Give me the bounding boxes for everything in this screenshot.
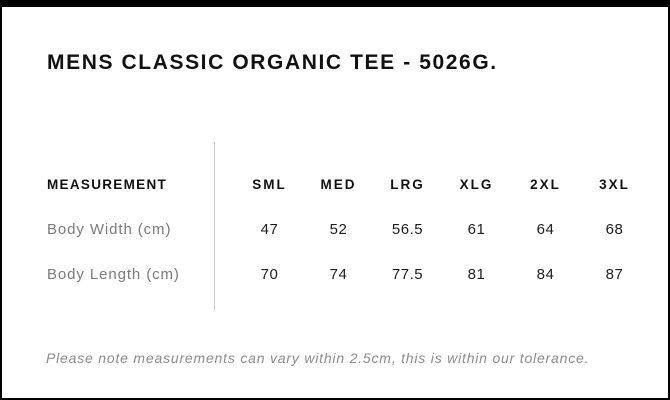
body-width-xlg: 61 [467,221,486,238]
column-header-2xl: 2XL [530,177,561,192]
table-vertical-divider [214,142,215,310]
body-length-med: 74 [329,266,348,283]
tolerance-note: Please note measurements can vary within… [46,350,590,366]
column-header-lrg: LRG [390,177,425,192]
row-label-body-width: Body Width (cm) [47,221,172,238]
body-width-3xl: 68 [605,221,624,238]
column-header-measurement: MEASUREMENT [47,177,168,192]
page-title: MENS CLASSIC ORGANIC TEE - 5026G. [47,51,498,74]
body-length-sml: 70 [260,266,279,283]
body-width-med: 52 [329,221,348,238]
column-header-3xl: 3XL [599,177,630,192]
body-width-lrg: 56.5 [391,221,424,238]
row-label-body-length: Body Length (cm) [47,266,180,283]
body-length-2xl: 84 [536,266,555,283]
size-chart-table: MEASUREMENT SML MED LRG XLG 2XL 3XL Body… [47,162,649,297]
column-header-xlg: XLG [459,177,494,192]
body-width-sml: 47 [260,221,279,238]
body-width-2xl: 64 [536,221,555,238]
body-length-3xl: 87 [605,266,624,283]
column-header-med: MED [320,177,357,192]
body-length-xlg: 81 [467,266,486,283]
body-length-lrg: 77.5 [391,266,424,283]
column-header-sml: SML [252,177,287,192]
